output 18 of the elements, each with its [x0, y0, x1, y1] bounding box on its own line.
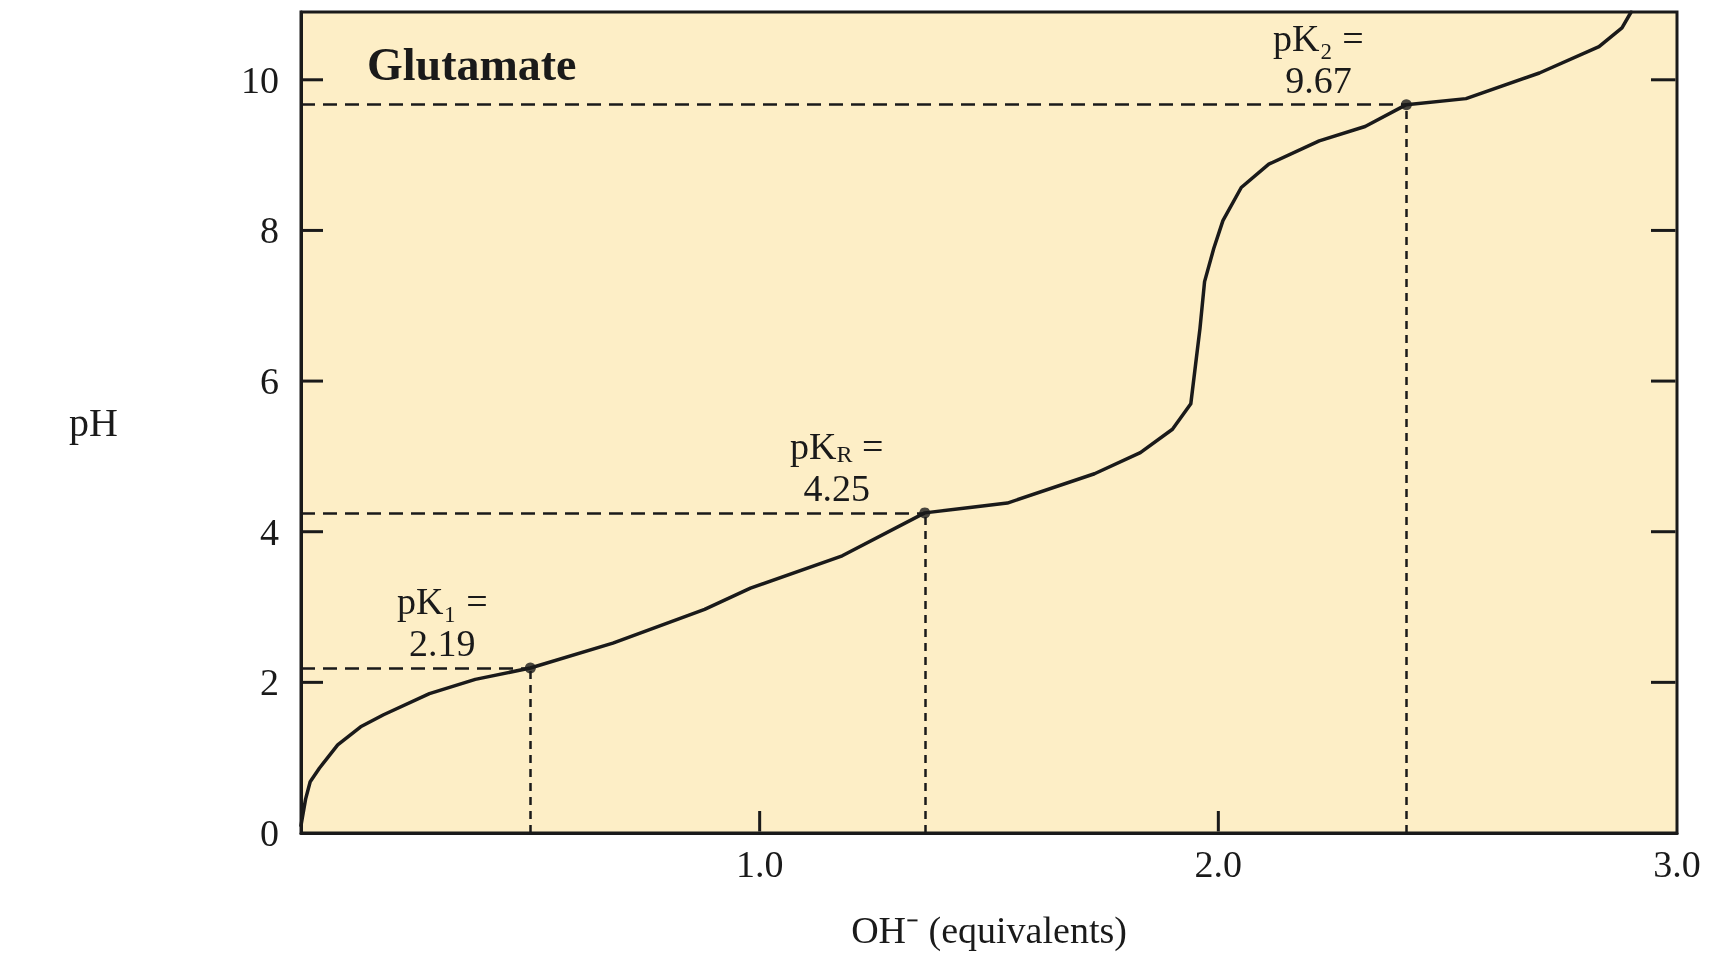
y-tick-label: 2	[260, 661, 279, 704]
y-tick-label: 0	[260, 812, 279, 854]
y-tick-label: 6	[260, 360, 279, 403]
x-tick-label: 1.0	[735, 843, 784, 885]
y-axis-title: pH	[69, 400, 118, 445]
point	[524, 662, 536, 674]
text: Glutamate	[367, 38, 577, 90]
x-axis-title: OH⁻ (equivalents)	[851, 909, 1127, 952]
x-tick-label: 3.0	[1653, 843, 1701, 885]
y-tick-label: 10	[241, 58, 279, 101]
annotation: pK₂ = 9.67	[1273, 16, 1364, 101]
point	[1400, 99, 1412, 111]
annotation: pK₁ = 2.19	[397, 580, 488, 665]
x-tick-label: 2.0	[1194, 843, 1243, 885]
y-tick-label: 4	[260, 510, 279, 553]
point	[919, 507, 931, 519]
y-tick-label: 8	[260, 209, 279, 252]
annotation: pKR = 4.25	[790, 424, 884, 509]
